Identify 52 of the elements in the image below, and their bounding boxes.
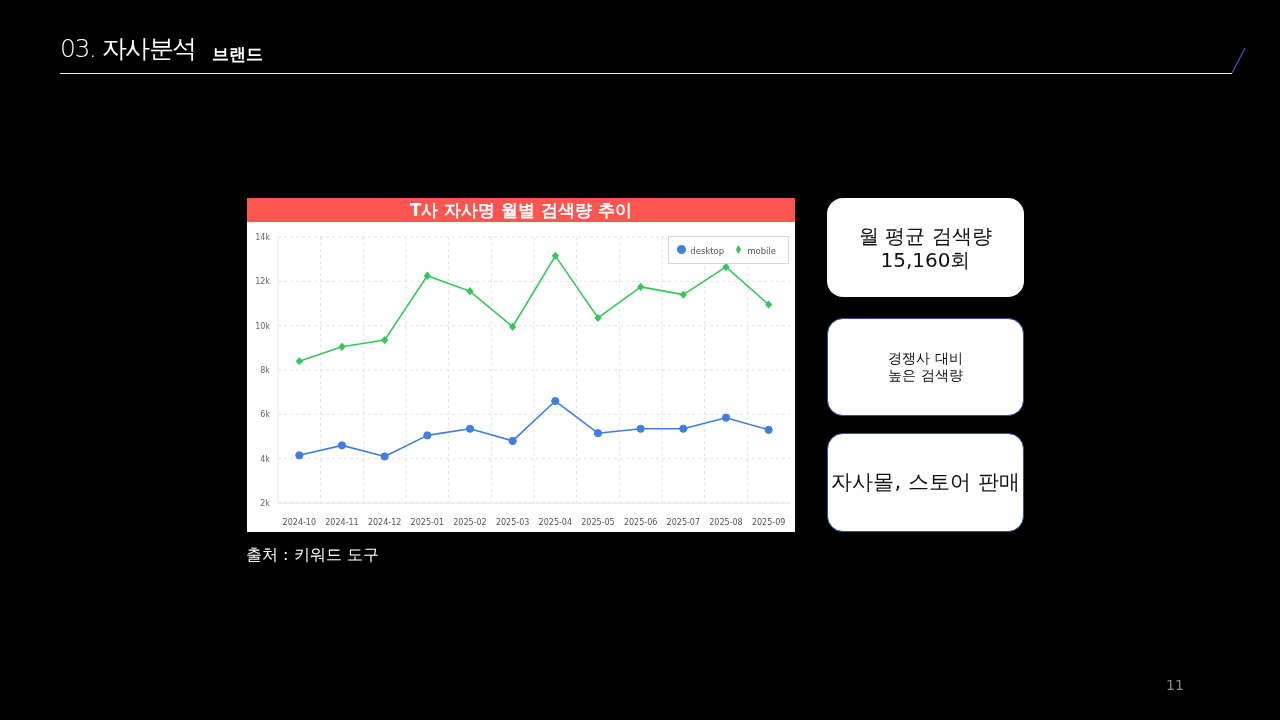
point	[509, 322, 517, 331]
point	[721, 413, 731, 422]
point	[337, 441, 347, 450]
x-tick-label: 2025-03	[495, 517, 530, 527]
chart-title: T사 자사명 월별 검색량 추이	[409, 199, 633, 220]
x-tick-label: 2025-06	[623, 517, 658, 527]
y-tick-label: 2k	[260, 498, 271, 508]
y-tick-label: 12k	[255, 277, 271, 287]
point	[679, 290, 687, 299]
point	[381, 335, 389, 345]
point	[423, 431, 432, 440]
y-tick-label: 10k	[255, 321, 271, 331]
point	[423, 271, 431, 280]
point	[551, 251, 559, 261]
point	[508, 436, 517, 446]
text: 월 평균 검색량 15,160회	[859, 223, 992, 272]
legend-label: mobile	[747, 246, 776, 256]
x-tick-label: 2025-02	[453, 517, 487, 527]
point	[765, 300, 773, 309]
y-tick-label: 14k	[255, 232, 271, 242]
point	[764, 425, 773, 434]
x-tick-label: 2025-05	[581, 517, 615, 527]
point	[636, 424, 645, 433]
text: 브랜드	[212, 44, 263, 64]
point	[679, 424, 688, 433]
x-tick-label: 2025-01	[410, 517, 445, 527]
text: 11	[1166, 677, 1184, 694]
text: 03. 자사분석	[60, 34, 196, 63]
x-tick-label: 2025-08	[709, 517, 743, 527]
y-tick-label: 8k	[260, 365, 271, 375]
point	[594, 313, 602, 323]
point	[338, 342, 346, 351]
y-tick-label: 4k	[260, 454, 271, 464]
point	[380, 452, 389, 461]
y-tick-label: 6k	[260, 410, 271, 420]
text: 자사몰, 스토어 판매	[831, 469, 1020, 496]
x-tick-label: 2024-11	[325, 517, 359, 527]
legend-label: desktop	[690, 246, 725, 256]
point	[295, 356, 303, 366]
x-tick-label: 2025-07	[666, 517, 701, 527]
source-note: 출처 : 키워드 도구	[246, 545, 379, 564]
text: 경쟁사 대비 높은 검색량	[888, 350, 963, 384]
point	[593, 429, 603, 438]
x-tick-label: 2025-04	[538, 517, 573, 527]
point	[551, 396, 560, 406]
point	[295, 451, 304, 460]
x-tick-label: 2024-10	[282, 517, 317, 527]
x-tick-label: 2024-12	[367, 517, 402, 527]
point	[637, 282, 645, 292]
point	[465, 424, 475, 433]
x-tick-label: 2025-09	[751, 517, 786, 527]
point	[466, 287, 474, 296]
